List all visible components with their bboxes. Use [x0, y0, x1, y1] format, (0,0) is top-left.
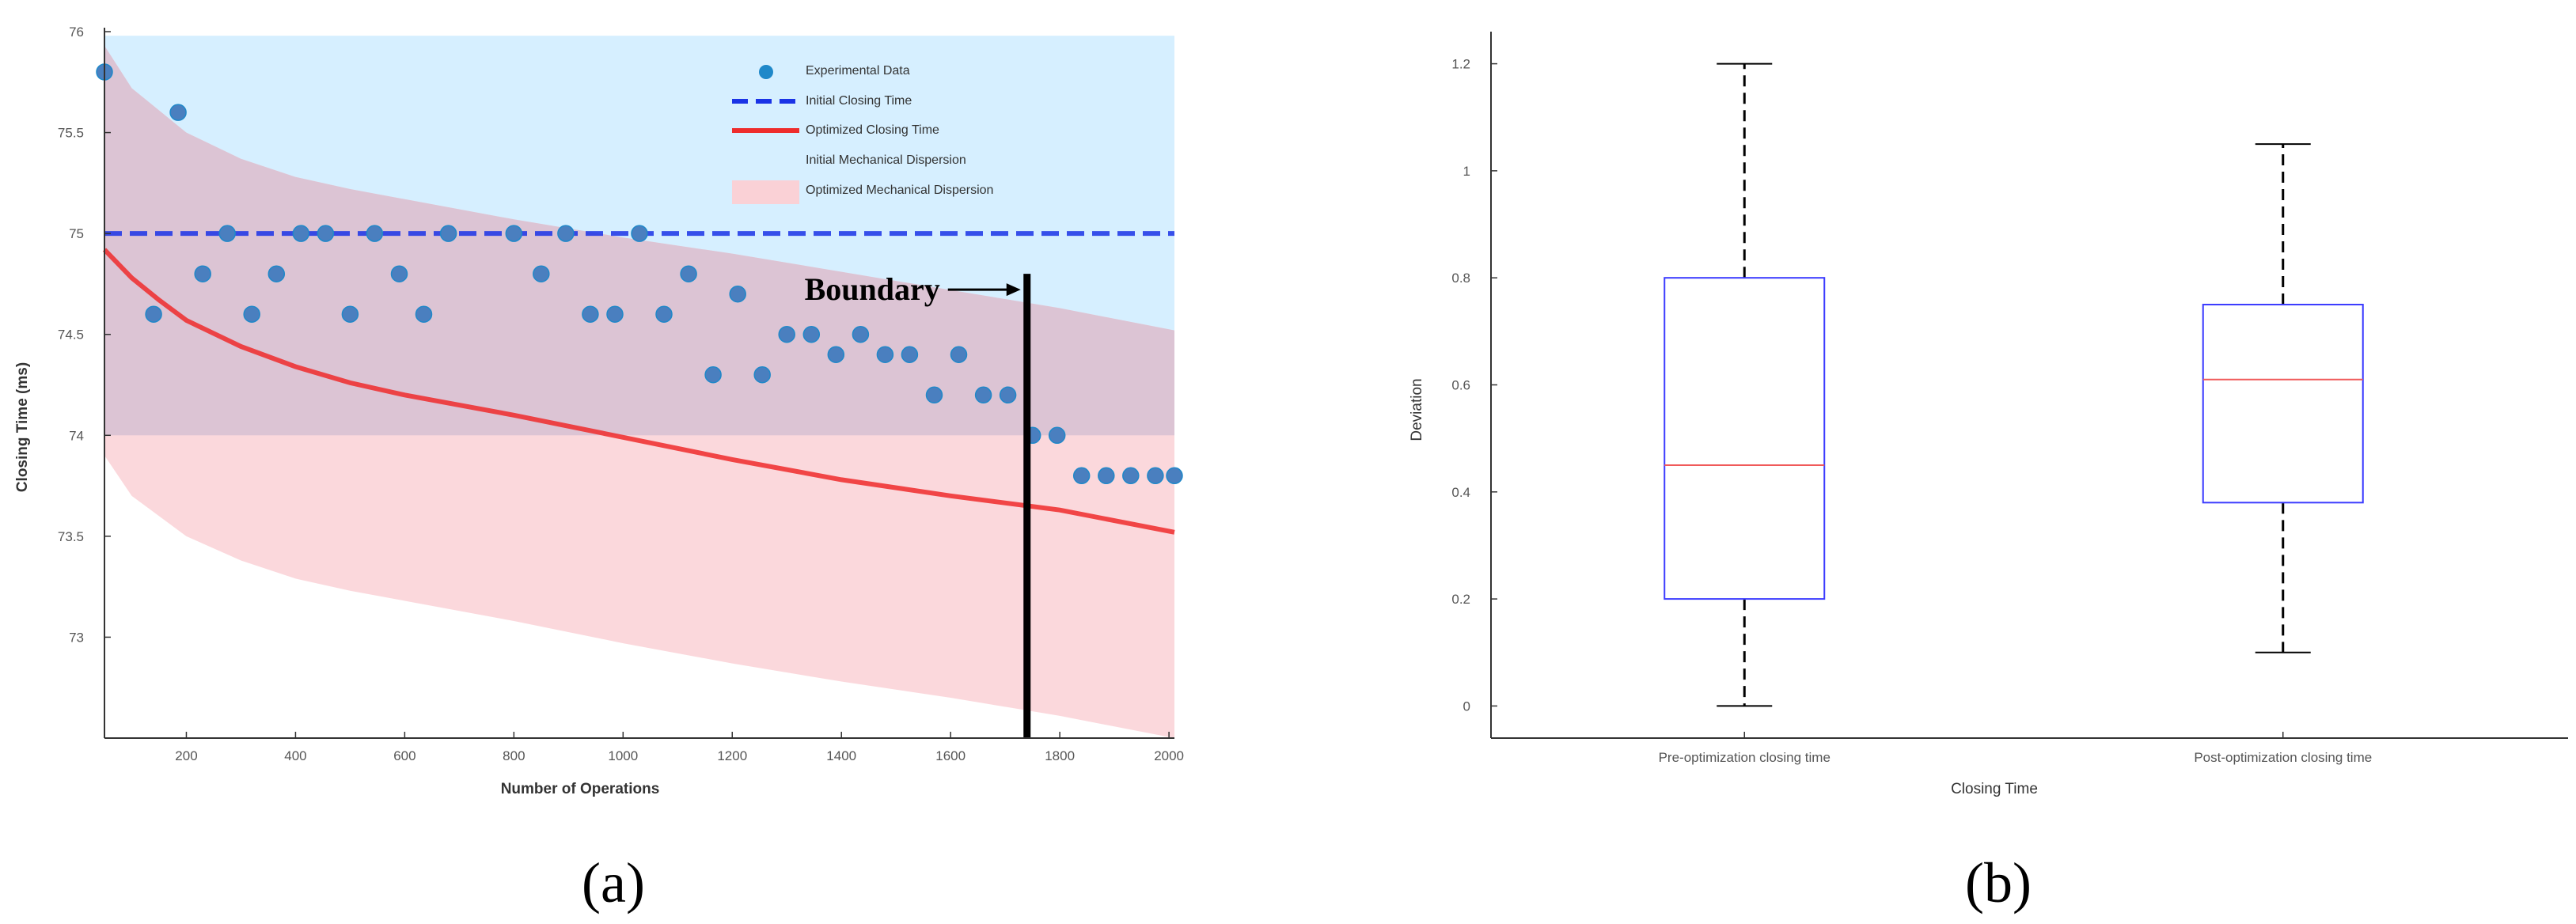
b-y-tick-label: 0.6	[1451, 378, 1470, 393]
b-y-tick-label: 0.4	[1451, 485, 1470, 500]
experimental-point	[194, 265, 211, 282]
iqr-box	[1664, 277, 1826, 600]
experimental-point	[145, 305, 162, 323]
b-y-tick-label: 0.8	[1451, 271, 1470, 286]
experimental-point	[1072, 467, 1091, 485]
experimental-point	[827, 346, 845, 363]
experimental-point	[1147, 467, 1164, 485]
experimental-point	[341, 305, 359, 323]
experimental-point	[655, 305, 673, 323]
experimental-point	[243, 305, 260, 323]
experimental-point	[852, 325, 870, 343]
panel-a-label: (a)	[582, 851, 645, 915]
experimental-point	[925, 386, 943, 404]
b-y-ticks: 0 0.2 0.4 0.6 0.8 1 1.2	[1451, 57, 1497, 714]
a-x-tick-label: 2000	[1154, 748, 1184, 763]
legend-experimental-marker	[759, 65, 773, 79]
panel-b-chart: 0 0.2 0.4 0.6 0.8 1 1.2 Pre-optimization closi…	[1409, 32, 2568, 915]
experimental-point	[999, 386, 1017, 404]
experimental-point	[680, 265, 697, 282]
legend-initial-label: Initial Closing Time	[806, 94, 912, 108]
experimental-point	[317, 225, 335, 242]
a-x-axis-label: Number of Operations	[501, 781, 660, 797]
legend-optimized-dispersion-swatch	[732, 180, 799, 204]
experimental-point	[415, 305, 433, 323]
a-x-tick-label: 1000	[608, 748, 638, 763]
a-y-tick-label: 76	[69, 25, 84, 40]
legend-initial-dispersion-swatch	[732, 150, 799, 174]
experimental-point	[292, 225, 310, 242]
experimental-point	[606, 305, 624, 323]
b-y-tick-label: 0.2	[1451, 592, 1470, 607]
boundary-arrowhead	[1006, 283, 1021, 297]
boxplot	[2202, 143, 2364, 653]
experimental-point	[439, 225, 457, 242]
experimental-point	[729, 285, 746, 303]
a-x-tick-label: 1400	[826, 748, 856, 763]
legend-experimental-label: Experimental Data	[806, 64, 910, 78]
experimental-point	[1098, 467, 1115, 485]
a-x-tick-label: 1600	[935, 748, 966, 763]
a-x-ticks: 200 400 600 800 1000 1200 1400 1600 1800 2000	[175, 732, 1184, 763]
panel-b-label: (b)	[1965, 851, 2032, 915]
legend-optimized-dispersion-label: Optimized Mechanical Dispersion	[806, 184, 993, 197]
experimental-point	[704, 365, 722, 384]
a-y-tick-label: 73	[69, 630, 84, 645]
a-y-tick-label: 74.5	[58, 328, 84, 343]
a-y-tick-label: 74	[69, 428, 84, 443]
a-x-tick-label: 1200	[717, 748, 747, 763]
b-y-tick-label: 0	[1463, 699, 1470, 714]
experimental-point	[169, 104, 187, 121]
a-y-tick-label: 73.5	[58, 529, 84, 544]
experimental-point	[582, 305, 599, 323]
experimental-point	[390, 265, 408, 282]
experimental-point	[876, 346, 894, 363]
experimental-point	[1122, 467, 1140, 485]
experimental-data-points	[96, 63, 1183, 485]
panel-a-chart: Boundary 73 73.5 74 74.5 75 75.5 76 200 400 600 8…	[14, 25, 1184, 915]
dispersion-bands	[104, 36, 1174, 738]
a-legend: Experimental Data Initial Closing Time O…	[732, 64, 993, 204]
optimized-closing-time-line	[102, 248, 1175, 535]
b-x-axis-label: Closing Time	[1951, 781, 2038, 797]
b-y-tick-label: 1	[1463, 164, 1470, 179]
b-y-tick-label: 1.2	[1451, 57, 1470, 72]
iqr-box	[2202, 304, 2364, 504]
a-x-tick-label: 200	[175, 748, 197, 763]
experimental-point	[1166, 467, 1183, 485]
experimental-point	[753, 365, 771, 384]
experimental-point	[533, 265, 550, 282]
experimental-point	[950, 346, 968, 363]
a-x-tick-label: 400	[284, 748, 306, 763]
experimental-point	[366, 225, 384, 242]
b-x-ticks: Pre-optimization closing time Post-optimi…	[1659, 732, 2372, 765]
b-x-tick-label: Post-optimization closing time	[2194, 750, 2372, 765]
a-x-tick-label: 600	[393, 748, 415, 763]
boundary-label: Boundary	[805, 271, 940, 307]
a-y-ticks: 73 73.5 74 74.5 75 75.5 76	[58, 25, 111, 645]
legend-initial-dispersion-label: Initial Mechanical Dispersion	[806, 153, 966, 167]
experimental-point	[778, 325, 795, 343]
experimental-point	[974, 386, 992, 404]
experimental-point	[218, 225, 236, 242]
a-y-tick-label: 75.5	[58, 126, 84, 141]
experimental-point	[631, 225, 648, 242]
a-y-axis-label: Closing Time (ms)	[14, 362, 31, 492]
a-x-tick-label: 800	[503, 748, 525, 763]
experimental-point	[505, 225, 523, 242]
boxplot	[1664, 62, 1826, 707]
boxplots	[1664, 62, 2364, 707]
experimental-point	[802, 325, 821, 343]
experimental-point	[1048, 426, 1066, 445]
b-y-axis-label: Deviation	[1409, 378, 1425, 441]
experimental-point	[901, 346, 919, 363]
experimental-point	[557, 225, 575, 242]
legend-optimized-label: Optimized Closing Time	[806, 123, 939, 137]
a-y-tick-label: 75	[69, 226, 84, 241]
a-x-tick-label: 1800	[1045, 748, 1075, 763]
b-x-tick-label: Pre-optimization closing time	[1659, 750, 1831, 765]
experimental-point	[267, 265, 286, 282]
